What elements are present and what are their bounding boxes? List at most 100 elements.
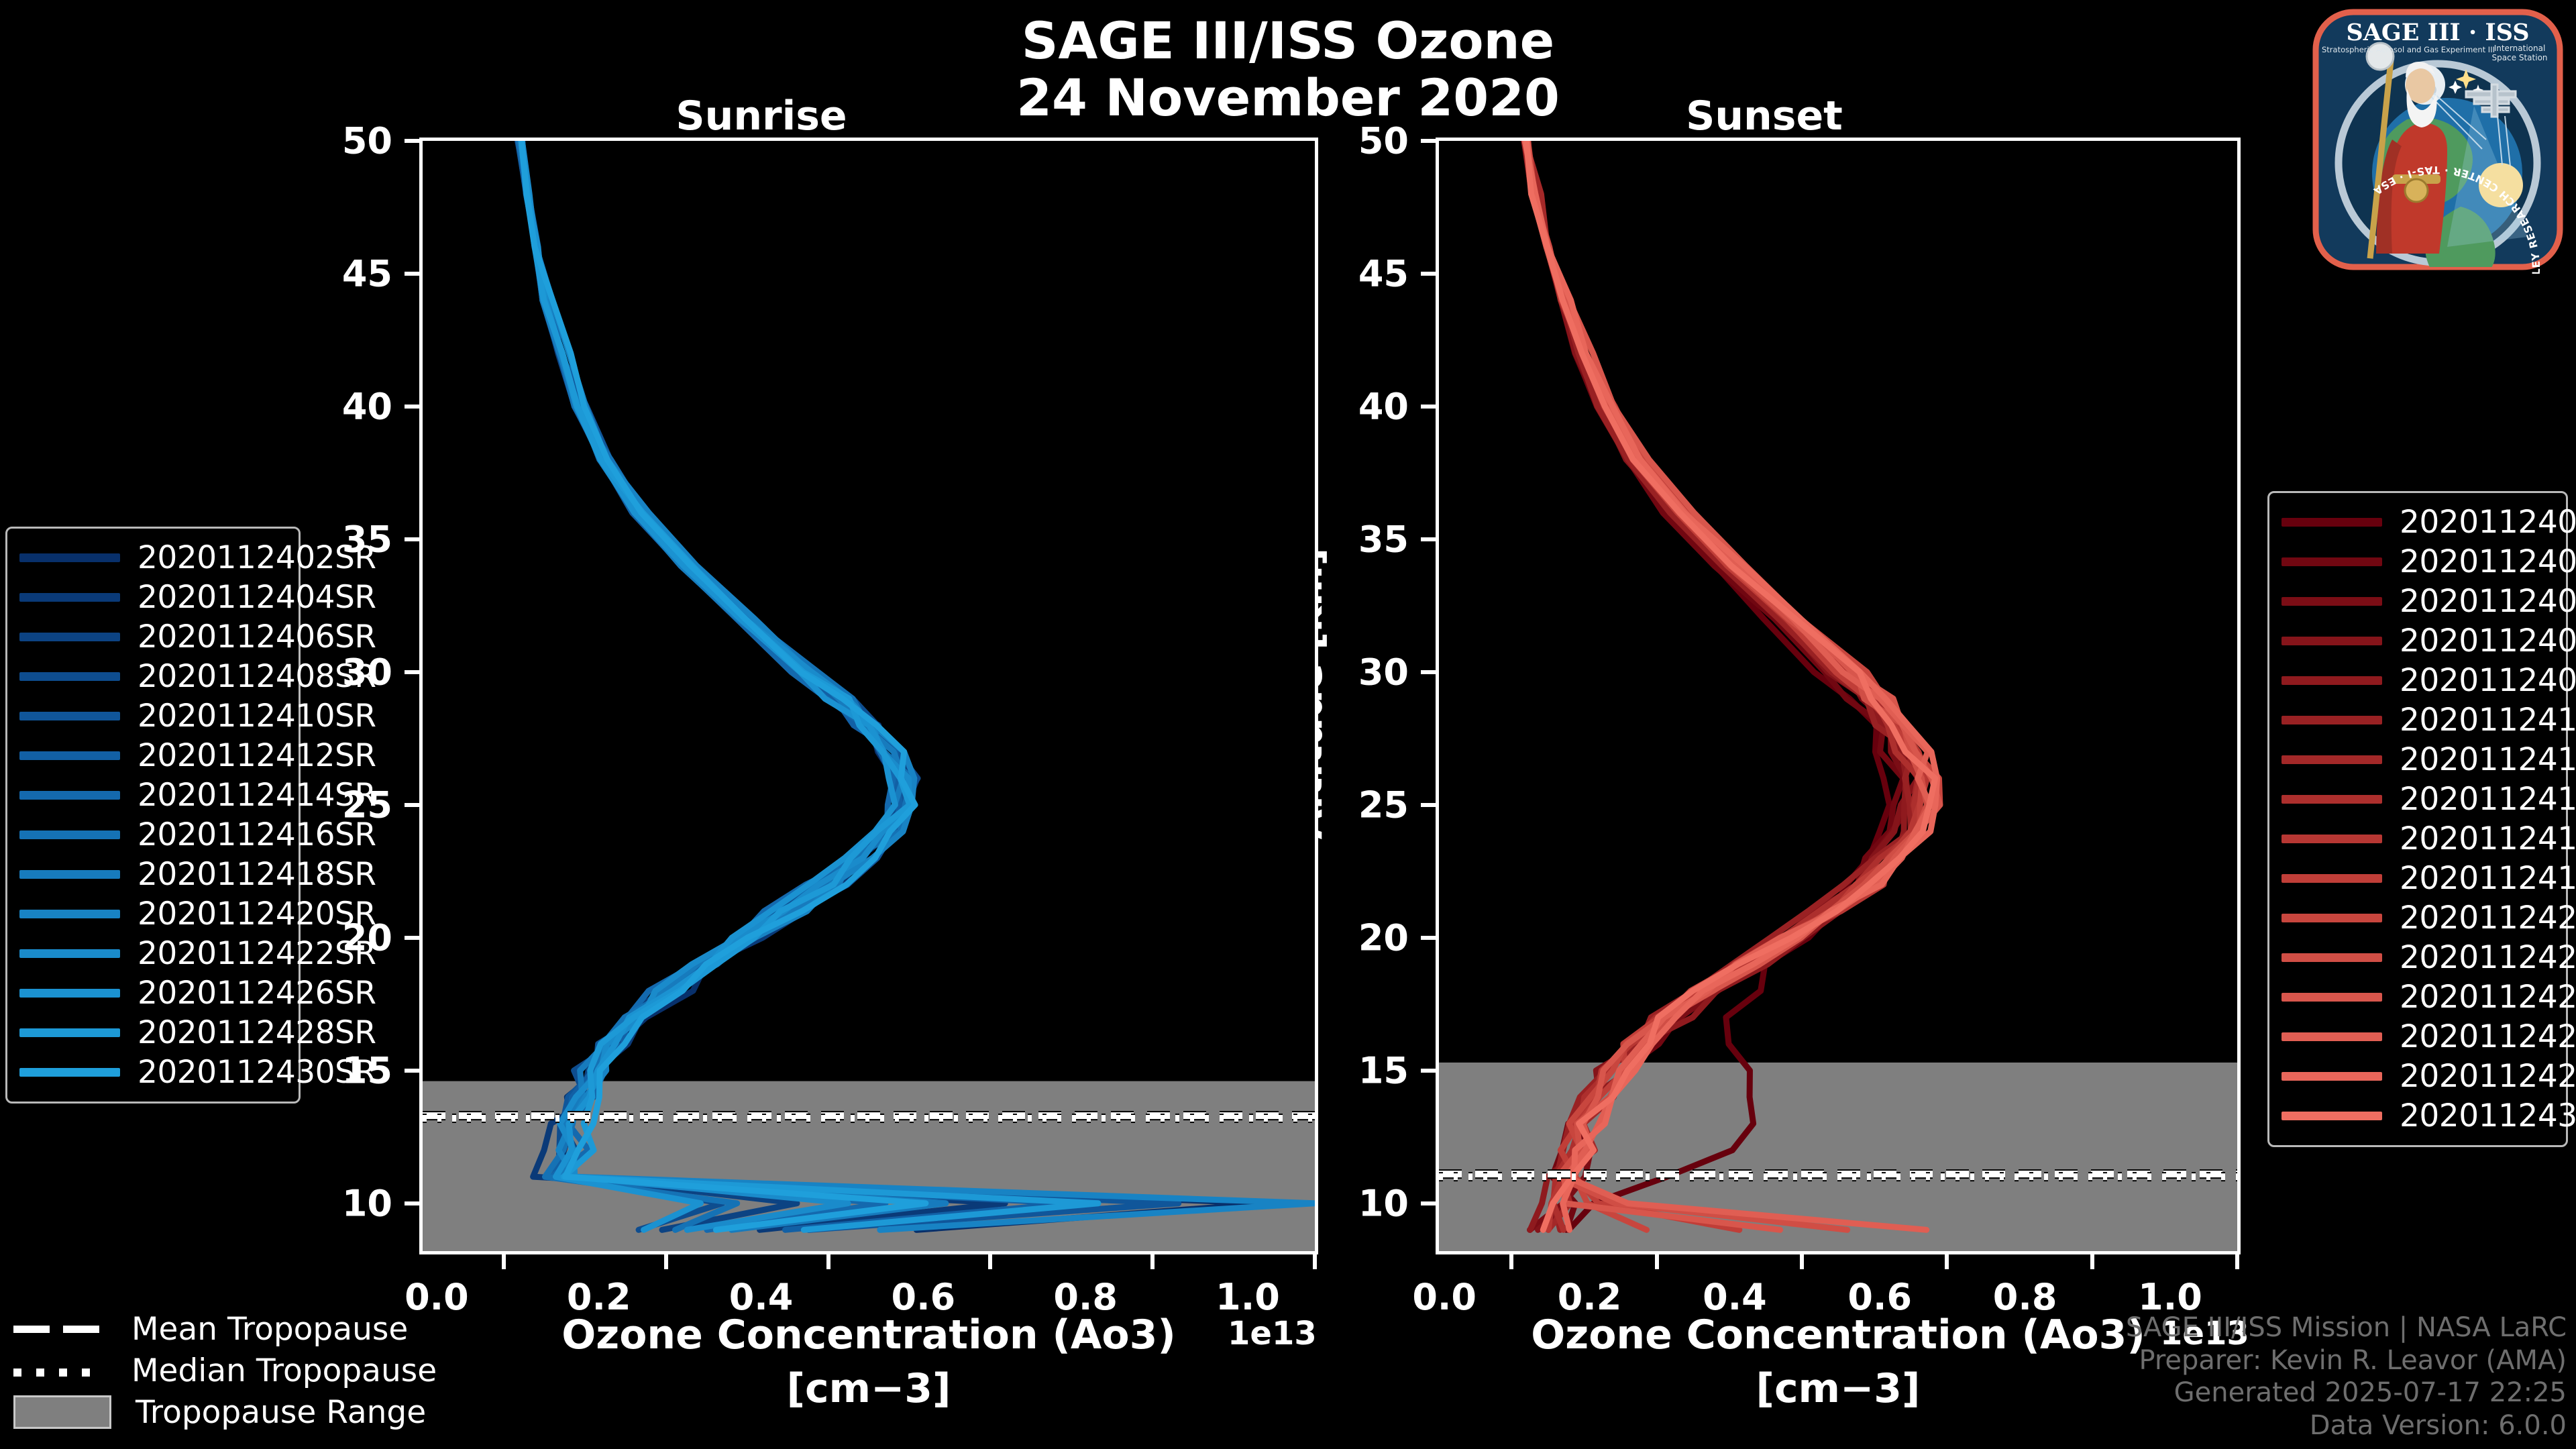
legend-sunset-item[interactable]: 2020112425SS	[2282, 977, 2576, 1017]
legend-sunrise-item[interactable]: 2020112410SR	[19, 696, 376, 736]
legend-sunset-item[interactable]: 2020112417SS	[2282, 819, 2576, 859]
legend-label-mean-tropopause: Mean Tropopause	[131, 1310, 409, 1348]
legend-sunset-label: 2020112413SS	[2400, 741, 2576, 778]
legend-sunset-item[interactable]: 2020112419SS	[2282, 859, 2576, 898]
dotted-line-icon	[13, 1362, 114, 1379]
color-swatch-icon	[19, 830, 120, 839]
legend-sunrise-label: 2020112426SR	[138, 975, 376, 1012]
legend-sunrise-item[interactable]: 2020112408SR	[19, 657, 376, 696]
logo-title: SAGE III · ISS	[2346, 19, 2529, 46]
ozone-profile-line	[514, 141, 1272, 1233]
color-swatch-icon	[2282, 953, 2382, 962]
legend-sunset-label: 2020112419SS	[2400, 860, 2576, 897]
footer-credits: SAGE III/ISS Mission | NASA LaRC Prepare…	[2126, 1311, 2567, 1442]
legend-sunset-item[interactable]: 2020112409SS	[2282, 661, 2576, 700]
y-tick-mark	[1421, 271, 1436, 276]
legend-sunset-item[interactable]: 2020112411SS	[2282, 700, 2576, 740]
legend-sunrise-label: 2020112428SR	[138, 1014, 376, 1051]
color-swatch-icon	[2282, 755, 2382, 764]
x-axis-offset-right: 1e13	[2160, 1315, 2249, 1352]
legend-sunset-item[interactable]: 2020112405SS	[2282, 582, 2576, 621]
color-swatch-icon	[2282, 637, 2382, 645]
y-tick-label: 10	[341, 1182, 392, 1225]
legend-sunrise-item[interactable]: 2020112428SR	[19, 1013, 376, 1053]
y-tick-mark	[405, 935, 419, 940]
y-tick-mark	[1421, 139, 1436, 143]
x-tick-mark	[1654, 1254, 1659, 1269]
legend-sunset-item[interactable]: 2020112413SS	[2282, 740, 2576, 780]
legend-sunset-item[interactable]: 2020112415SS	[2282, 780, 2576, 819]
x-axis-label-right-line2: [cm−3]	[1756, 1365, 1921, 1412]
legend-sunset-label: 2020112431SS	[2400, 1097, 2576, 1134]
plot-area-sunset	[1436, 138, 2241, 1254]
x-tick-label: 1.0	[2138, 1276, 2202, 1318]
legend-sunrise-item[interactable]: 2020112406SR	[19, 617, 376, 657]
legend-sunrise-item[interactable]: 2020112430SR	[19, 1053, 376, 1092]
sunrise-profiles	[423, 141, 1315, 1251]
legend-tropopause[interactable]: Mean Tropopause Median Tropopause Tropop…	[13, 1308, 437, 1433]
legend-sunrise-label: 2020112412SR	[138, 737, 376, 774]
legend-item-tropopause-range[interactable]: Tropopause Range	[13, 1391, 437, 1433]
legend-sunset-item[interactable]: 2020112423SS	[2282, 938, 2576, 977]
legend-item-median-tropopause[interactable]: Median Tropopause	[13, 1350, 437, 1391]
legend-sunrise-label: 2020112420SR	[138, 896, 376, 932]
legend-sunrise[interactable]: 2020112402SR 2020112404SR 2020112406SR 2020…	[5, 527, 376, 1104]
y-tick-label: 25	[341, 784, 392, 826]
y-tick-label: 50	[341, 119, 392, 162]
legend-sunset-item[interactable]: 2020112401SS	[2282, 502, 2576, 542]
legend-sunset-label: 2020112405SS	[2400, 583, 2576, 620]
y-tick-mark	[405, 1201, 419, 1205]
legend-sunrise-label: 2020112410SR	[138, 698, 376, 735]
legend-sunset-label: 2020112421SS	[2400, 900, 2576, 936]
legend-sunrise-item[interactable]: 2020112420SR	[19, 894, 376, 934]
color-swatch-icon	[2282, 1032, 2382, 1041]
y-tick-label: 25	[1358, 784, 1409, 826]
legend-sunset-item[interactable]: 2020112431SS	[2282, 1096, 2576, 1136]
x-tick-mark	[1509, 1254, 1514, 1269]
panel-title-sunrise: Sunrise	[676, 93, 847, 140]
legend-sunrise-item[interactable]: 2020112402SR	[19, 538, 376, 578]
color-swatch-icon	[19, 633, 120, 641]
color-swatch-icon	[2282, 874, 2382, 883]
color-swatch-icon	[19, 949, 120, 958]
color-swatch-icon	[19, 751, 120, 760]
x-tick-label: 0.4	[729, 1276, 794, 1318]
x-axis-label-left-line2: [cm−3]	[786, 1365, 951, 1412]
legend-sunset-item[interactable]: 2020112429SS	[2282, 1057, 2576, 1096]
y-tick-label: 30	[341, 651, 392, 694]
legend-sunset-label: 2020112403SS	[2400, 543, 2576, 580]
legend-sunset-item[interactable]: 2020112403SS	[2282, 542, 2576, 582]
color-swatch-icon	[2282, 795, 2382, 804]
legend-sunset-item[interactable]: 2020112427SS	[2282, 1017, 2576, 1057]
legend-sunrise-label: 2020112414SR	[138, 777, 376, 814]
legend-sunrise-item[interactable]: 2020112404SR	[19, 578, 376, 617]
legend-sunrise-item[interactable]: 2020112422SR	[19, 934, 376, 973]
legend-sunrise-item[interactable]: 2020112418SR	[19, 855, 376, 894]
legend-item-mean-tropopause[interactable]: Mean Tropopause	[13, 1308, 437, 1350]
title-line-1: SAGE III/ISS Ozone	[1021, 11, 1555, 70]
color-swatch-icon	[2282, 557, 2382, 566]
y-tick-label: 10	[1358, 1182, 1409, 1225]
ozone-profile-line	[519, 141, 949, 1233]
x-tick-label: 0.8	[1053, 1276, 1118, 1318]
legend-sunset-item[interactable]: 2020112407SS	[2282, 621, 2576, 661]
footer-line-3: Generated 2025-07-17 22:25	[2174, 1377, 2567, 1409]
legend-sunset[interactable]: 2020112401SS2020112403SS2020112405SS2020…	[2267, 491, 2576, 1147]
x-tick-mark	[1313, 1254, 1317, 1269]
x-tick-mark	[1945, 1254, 1949, 1269]
legend-sunset-item[interactable]: 2020112421SS	[2282, 898, 2576, 938]
legend-sunrise-item[interactable]: 2020112412SR	[19, 736, 376, 775]
legend-sunrise-item[interactable]: 2020112416SR	[19, 815, 376, 855]
legend-sunrise-item[interactable]: 2020112414SR	[19, 775, 376, 815]
y-tick-mark	[1421, 1201, 1436, 1205]
legend-sunset-label: 2020112415SS	[2400, 781, 2576, 818]
legend-sunrise-label: 2020112416SR	[138, 816, 376, 853]
legend-sunrise-item[interactable]: 2020112426SR	[19, 973, 376, 1013]
ozone-profile-line	[519, 141, 1315, 1233]
panel-title-sunset: Sunset	[1686, 93, 1843, 140]
x-tick-mark	[988, 1254, 993, 1269]
sunset-profiles	[1439, 141, 2237, 1251]
dashed-line-icon	[13, 1320, 114, 1338]
y-tick-label: 40	[1358, 385, 1409, 428]
color-swatch-icon	[2282, 518, 2382, 527]
